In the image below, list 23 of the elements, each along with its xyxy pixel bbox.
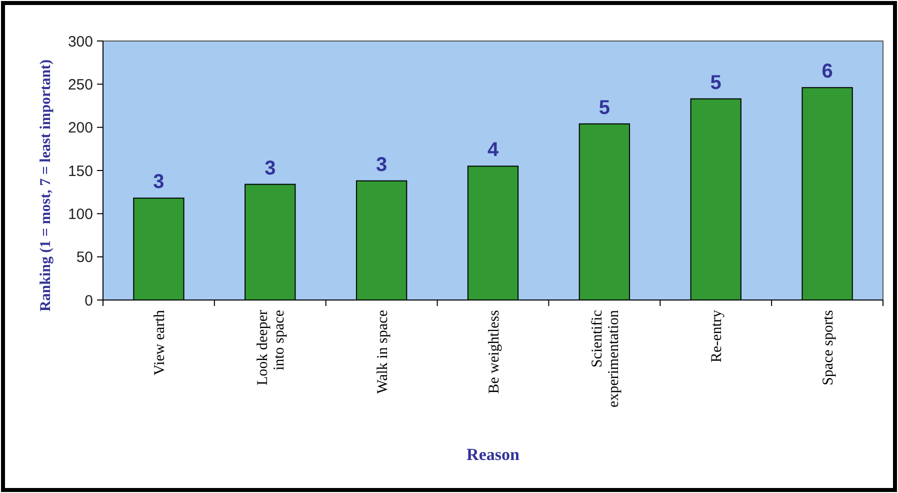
x-tick-label: Space sports bbox=[820, 310, 837, 386]
y-tick-label: 200 bbox=[68, 120, 93, 137]
annotation: 6 bbox=[822, 60, 833, 83]
y-tick-label: 100 bbox=[68, 206, 93, 223]
annotation: 3 bbox=[376, 154, 388, 176]
annotation: 3 bbox=[264, 157, 276, 180]
annotation: 3 bbox=[153, 171, 164, 194]
y-axis-title: Ranking (1 = most, 7 = least important) bbox=[38, 59, 54, 312]
x-tick-label: Look deeper into space bbox=[255, 310, 288, 386]
y-tick-label: 0 bbox=[84, 292, 93, 310]
y-tick-label: 150 bbox=[68, 162, 93, 180]
y-tick-label: 250 bbox=[68, 76, 93, 94]
x-axis-title: Reason bbox=[466, 445, 520, 464]
x-tick-label: Walk in space bbox=[374, 310, 391, 394]
annotation: 5 bbox=[598, 96, 610, 119]
y-tick-label: 300 bbox=[68, 33, 93, 50]
annotation: 5 bbox=[710, 72, 722, 94]
annotation: 4 bbox=[487, 139, 500, 162]
x-tick-label: View earth bbox=[152, 310, 168, 376]
y-tick-label: 50 bbox=[76, 249, 93, 266]
x-tick-label: Scientific experimentation bbox=[589, 310, 622, 408]
x-tick-label: Re-entry bbox=[709, 310, 726, 362]
x-tick-label: Be weightless bbox=[486, 310, 502, 394]
